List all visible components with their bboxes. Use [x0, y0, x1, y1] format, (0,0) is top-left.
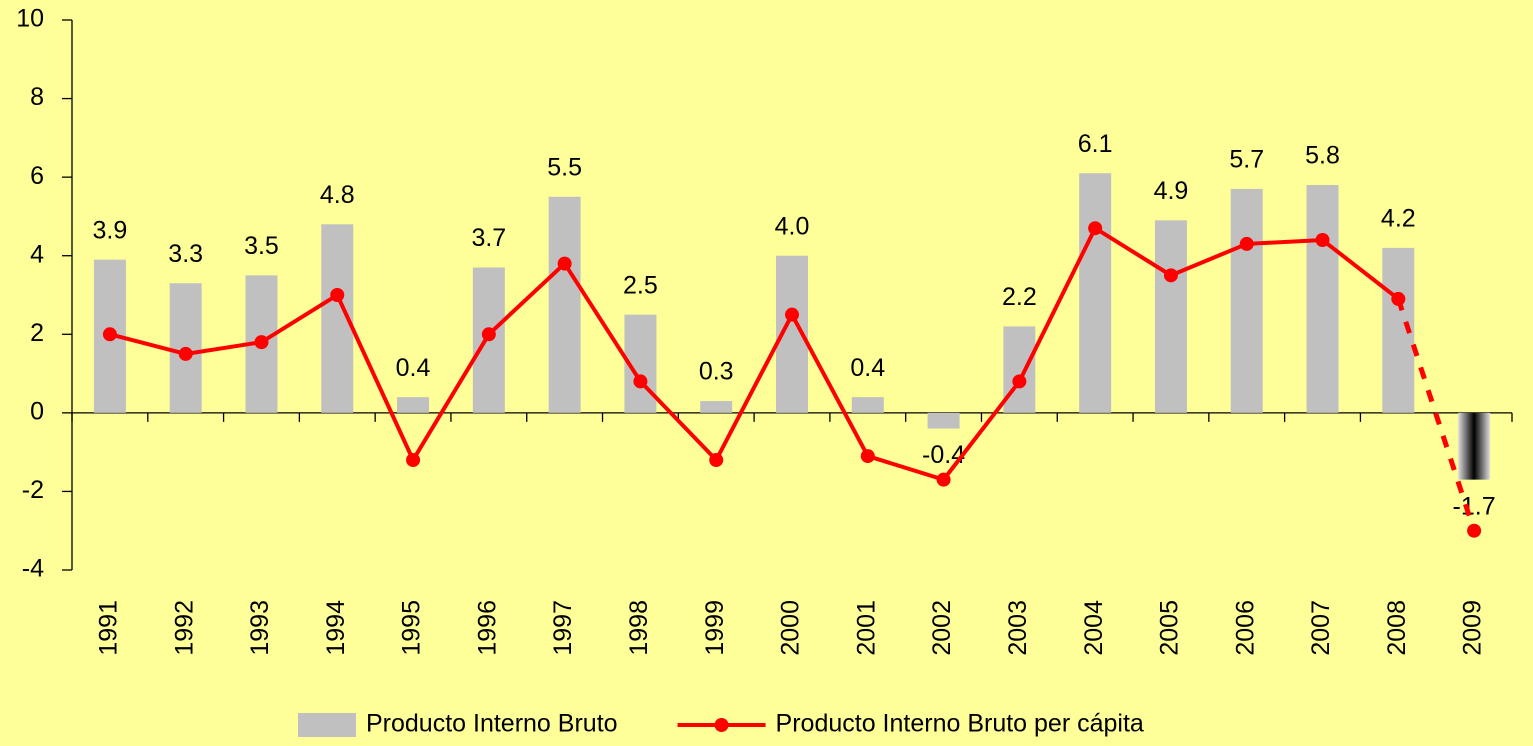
x-tick-label: 1991: [95, 600, 123, 656]
value-label: 0.4: [396, 354, 431, 382]
legend-swatch: [298, 713, 356, 737]
line-point: [1467, 523, 1482, 538]
y-tick-label: 10: [16, 5, 44, 33]
legend-label: Producto Interno Bruto per cápita: [776, 710, 1144, 738]
line-point: [1088, 221, 1103, 236]
value-label: 2.2: [1002, 283, 1037, 311]
value-label: 3.3: [168, 240, 203, 268]
line-point: [936, 472, 951, 487]
x-tick-label: 2006: [1231, 600, 1259, 656]
value-label: 0.4: [850, 354, 885, 382]
x-tick-label: 1999: [701, 600, 729, 656]
y-tick-label: 6: [30, 162, 44, 190]
y-tick-label: 4: [30, 240, 44, 268]
legend-label: Producto Interno Bruto: [366, 710, 618, 738]
projected-line: [1395, 298, 1477, 532]
line-point: [254, 335, 269, 350]
x-tick-label: 2004: [1080, 600, 1108, 656]
line-point: [481, 327, 496, 342]
x-tick-label: 2002: [928, 600, 956, 656]
value-label: 3.9: [93, 216, 128, 244]
x-tick-label: 1995: [398, 600, 426, 656]
line-point: [633, 374, 648, 389]
line-point: [1315, 233, 1330, 247]
line-point: [860, 449, 875, 464]
value-label: 0.3: [699, 358, 734, 386]
line-point: [1239, 236, 1254, 251]
bar: [1230, 188, 1263, 413]
value-label: 2.5: [623, 271, 658, 299]
bar: [927, 412, 960, 429]
value-label: 5.7: [1229, 146, 1264, 174]
value-label: 3.5: [244, 232, 279, 260]
x-tick-label: 2009: [1459, 600, 1487, 656]
x-tick-label: 2003: [1004, 600, 1032, 656]
x-tick-label: 1997: [549, 600, 577, 656]
line-point: [1163, 268, 1178, 283]
line-point: [330, 288, 345, 302]
value-label: 4.9: [1154, 177, 1189, 205]
line: [109, 225, 1400, 482]
bar: [548, 196, 581, 413]
value-label: 4.8: [320, 181, 355, 209]
x-tick-label: 2000: [777, 600, 805, 656]
x-tick-label: 1998: [625, 600, 653, 656]
line-point: [406, 453, 421, 467]
y-tick-label: 0: [30, 397, 44, 425]
y-tick-label: -2: [22, 476, 44, 504]
value-label: 5.5: [547, 153, 582, 181]
y-tick-label: -4: [22, 555, 44, 583]
bar: [1458, 412, 1491, 480]
y-tick-label: 2: [30, 319, 44, 347]
line-point: [178, 346, 193, 361]
x-tick-label: 1993: [246, 600, 274, 656]
x-tick-label: 2001: [852, 600, 880, 656]
value-label: 4.0: [775, 212, 810, 240]
legend-swatch-point: [714, 718, 729, 732]
value-label: 6.1: [1078, 130, 1113, 158]
x-tick-label: 1992: [170, 600, 198, 656]
value-label: -0.4: [922, 441, 965, 469]
y-tick-label: 8: [30, 83, 44, 111]
x-tick-label: 2007: [1307, 600, 1335, 656]
line-point: [557, 256, 572, 271]
bar: [851, 397, 884, 413]
line-point: [709, 453, 724, 467]
x-tick-label: 1996: [473, 600, 501, 656]
x-tick-label: 2008: [1383, 600, 1411, 656]
bar: [397, 397, 430, 413]
value-label: -1.7: [1453, 492, 1496, 520]
line-point: [102, 327, 117, 342]
bar: [1154, 220, 1187, 413]
line-point: [1391, 291, 1406, 306]
x-tick-label: 1994: [322, 600, 350, 656]
value-label: 3.7: [471, 224, 506, 252]
x-tick-label: 2005: [1156, 600, 1184, 656]
value-label: 5.8: [1305, 142, 1340, 170]
bar: [1079, 173, 1112, 413]
value-label: 4.2: [1381, 204, 1416, 232]
bar: [1003, 326, 1036, 413]
bar: [700, 401, 733, 413]
line-point: [1012, 374, 1027, 389]
line-point: [785, 307, 799, 322]
bar: [1306, 185, 1339, 413]
